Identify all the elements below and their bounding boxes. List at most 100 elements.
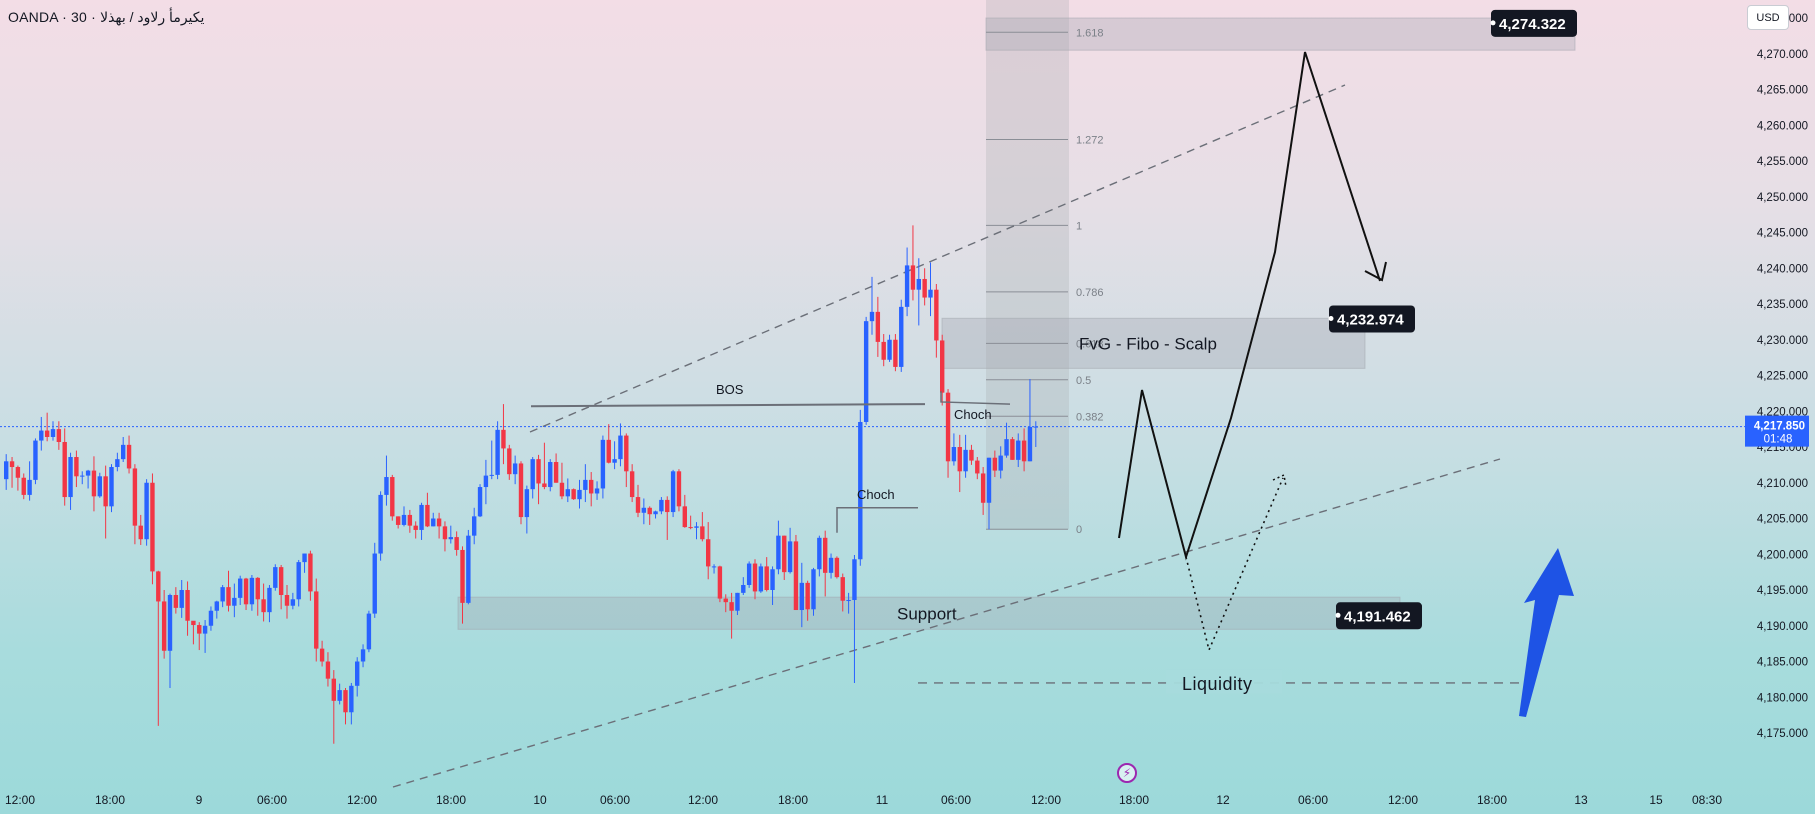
candle-body [928, 289, 933, 298]
candle-body [121, 444, 126, 460]
time-tick: 18:00 [778, 793, 808, 807]
candle-body [214, 601, 219, 611]
time-tick: 12:00 [1388, 793, 1418, 807]
zone-target [985, 17, 1576, 51]
candle-body [460, 549, 465, 603]
candle-body [261, 599, 266, 613]
choch-upper-line [940, 391, 1011, 405]
price-axis[interactable]: 4,175.000 4,180.000 4,185.000 4,190.000 4,19… [1745, 0, 1815, 814]
candle-body [524, 489, 530, 518]
time-axis[interactable]: 12:00 18:00 9 06:00 12:00 18:00 10 06:00 12:00 18… [5, 793, 1722, 807]
candle-body [828, 557, 834, 573]
candle-body [840, 577, 845, 601]
candle-body [156, 571, 161, 602]
price-tick: 4,265.000 [1757, 85, 1808, 97]
candle-body [963, 449, 968, 472]
candle-body [659, 499, 664, 512]
candle-body [594, 488, 600, 494]
projection-arrowhead [1364, 261, 1387, 282]
candle-body [823, 537, 828, 573]
price-tick: 4,270.000 [1757, 49, 1808, 61]
time-tick: 08:30 [1692, 793, 1722, 807]
candle-body [202, 625, 208, 634]
candle-body [349, 685, 354, 713]
fvg-label: FvG - Fibo - Scalp [1079, 334, 1217, 353]
candle-body [975, 460, 980, 474]
time-tick: 18:00 [1119, 793, 1149, 807]
candle-body [899, 306, 904, 367]
candle-body [624, 435, 629, 472]
time-tick: 06:00 [941, 793, 971, 807]
fib-label: 0.382 [1076, 411, 1104, 423]
candle-body [454, 537, 459, 550]
time-tick: 12:00 [5, 793, 35, 807]
candle-body [670, 471, 676, 513]
candle-body [238, 578, 243, 598]
candle-body [15, 467, 21, 478]
candle-body [741, 584, 746, 593]
candle-body [355, 661, 360, 686]
candle-body [109, 467, 114, 507]
candle-body [717, 566, 723, 599]
candle-body [893, 339, 898, 367]
current-price-value: 4,217.850 [1754, 421, 1805, 433]
candle-body [992, 457, 998, 471]
candles [4, 225, 1038, 744]
candle-body [764, 566, 769, 590]
candle-body [325, 661, 331, 679]
candle-body [343, 690, 348, 713]
candle-body [735, 592, 740, 611]
lightning-icon[interactable]: ⚡ [1117, 763, 1137, 783]
time-tick: 10 [533, 793, 547, 807]
bullish-arrow [1519, 548, 1574, 717]
time-tick: 06:00 [600, 793, 630, 807]
symbol-title: OANDA · 30 · يكيرمأ رلاود / بهذلا [8, 9, 205, 25]
candle-body [507, 448, 512, 475]
time-tick: 18:00 [436, 793, 466, 807]
candle-body [1004, 439, 1009, 456]
candle-body [998, 455, 1003, 471]
candle-body [782, 535, 787, 573]
time-tick: 15 [1649, 793, 1663, 807]
price-tick: 4,175.000 [1757, 728, 1808, 740]
price-tick: 4,250.000 [1757, 192, 1808, 204]
candle-body [167, 595, 173, 651]
candle-body [360, 649, 366, 662]
candle-body [243, 578, 249, 605]
candle-body [1033, 426, 1038, 428]
alternative-arrowhead [1272, 473, 1287, 488]
candle-body [776, 535, 781, 570]
candle-body [834, 557, 840, 578]
candle-body [290, 599, 296, 606]
candle-body [150, 482, 155, 572]
candle-body [185, 590, 190, 621]
candle-body [495, 429, 500, 475]
candle-body [401, 514, 407, 525]
candle-body [665, 499, 670, 513]
candle-body [752, 563, 758, 592]
candle-body [442, 526, 448, 540]
fib-label: 1 [1076, 220, 1082, 232]
candle-body [226, 587, 231, 606]
candle-body [799, 582, 804, 611]
fib-label: 1.618 [1076, 27, 1104, 39]
fibonacci-retracement[interactable]: 1.618 1.272 1 0.786 0.618 0.5 0.382 0 [986, 0, 1104, 536]
candle-body [530, 459, 535, 490]
candle-body [431, 518, 436, 527]
currency-button[interactable]: USD [1747, 5, 1789, 30]
choch-lower-line [836, 507, 918, 533]
candle-body [173, 595, 179, 608]
candle-body [811, 569, 816, 610]
candle-body [688, 527, 693, 529]
candle-body [501, 429, 506, 449]
candle-body [641, 507, 647, 513]
candle-body [746, 563, 752, 585]
candle-body [846, 600, 851, 602]
candle-body [565, 489, 570, 497]
candle-body [144, 482, 149, 540]
candle-body [27, 479, 32, 495]
candle-body [875, 311, 881, 342]
candle-body [969, 449, 974, 461]
